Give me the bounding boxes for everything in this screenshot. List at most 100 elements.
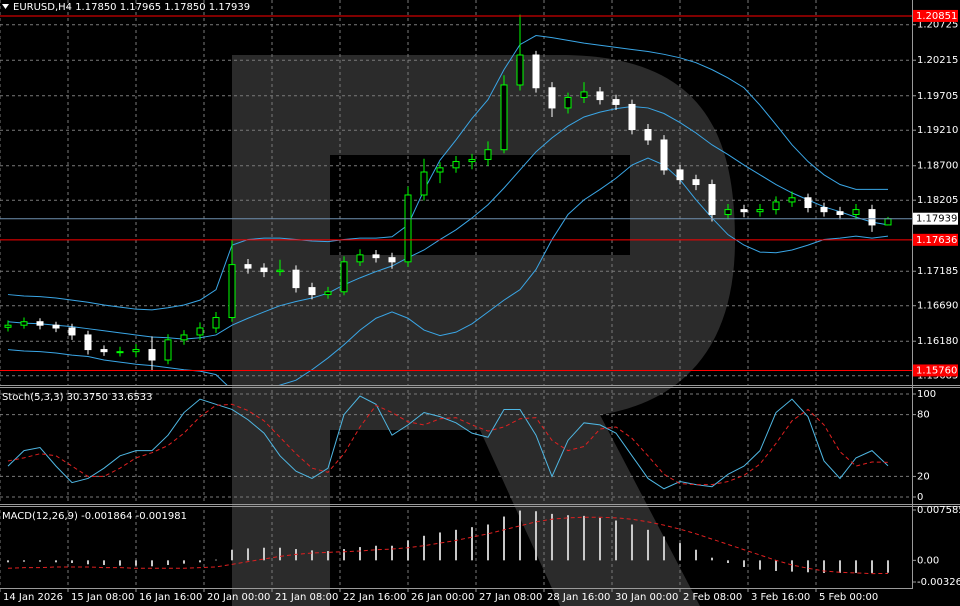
watermark-logo	[232, 55, 735, 606]
candle-body	[100, 349, 108, 353]
x-tick-label: 20 Jan 00:00	[207, 592, 270, 603]
x-tick-label: 28 Jan 16:00	[547, 592, 610, 603]
candle-body	[260, 267, 268, 273]
stochastic-panel	[0, 388, 912, 504]
x-tick-label: 5 Feb 00:00	[819, 592, 878, 603]
y-tick-label: 1.20725	[917, 20, 958, 31]
candle-body	[52, 324, 60, 329]
candle-body	[660, 139, 668, 171]
candle-body	[644, 129, 652, 141]
candle-body	[836, 211, 844, 215]
x-tick-label: 15 Jan 08:00	[71, 592, 134, 603]
indicator-line	[7, 516, 889, 575]
y-tick-label: 20	[917, 471, 930, 482]
indicator-line	[7, 157, 889, 385]
x-tick-label: 2 Feb 08:00	[683, 592, 742, 603]
candle-body	[548, 87, 556, 109]
candle-body	[36, 321, 44, 326]
y-tick-label: -0.003264	[917, 577, 960, 588]
candle-body	[324, 291, 332, 296]
candle-body	[564, 96, 572, 109]
candle-body	[868, 209, 876, 226]
candle-body	[452, 161, 460, 169]
level-price-label: 1.17636	[916, 235, 957, 246]
candle-body	[804, 197, 812, 209]
level-price-label: 1.15760	[916, 365, 957, 376]
candle-body	[404, 194, 412, 263]
candle-body	[772, 201, 780, 211]
candle-body	[308, 287, 316, 296]
candle-body	[708, 184, 716, 215]
symbol-menu-arrow[interactable]	[2, 4, 9, 9]
indicator-line	[7, 395, 889, 490]
macd-label: MACD(12,26,9) -0.001864 -0.001981	[2, 511, 187, 522]
x-tick-label: 14 Jan 2026	[3, 592, 63, 603]
candle-body	[356, 254, 364, 263]
x-tick-label: 16 Jan 16:00	[139, 592, 202, 603]
candle-body	[612, 99, 620, 105]
candle-body	[212, 317, 220, 329]
candle-body	[292, 269, 300, 289]
candle-body	[196, 327, 204, 336]
candle-body	[628, 103, 636, 131]
indicator-line	[7, 34, 888, 311]
level-price-box	[913, 233, 958, 246]
macd-panel	[0, 507, 889, 588]
candle-body	[532, 54, 540, 89]
candle-body	[116, 351, 124, 354]
candle-body	[372, 254, 380, 259]
price-panel	[0, 0, 912, 385]
x-tick-label: 3 Feb 16:00	[751, 592, 810, 603]
current-price-label: 1.17939	[916, 214, 957, 225]
candle-body	[420, 171, 428, 196]
y-tick-label: 1.18205	[917, 195, 958, 206]
y-tick-label: 0	[917, 492, 923, 503]
candle-body	[852, 209, 860, 215]
candle-body	[740, 209, 748, 213]
y-tick-label: 0.007585	[917, 505, 960, 516]
chart-header: EURUSD,H4 1.17850 1.17965 1.17850 1.1793…	[13, 2, 250, 13]
level-price-box	[913, 9, 958, 22]
candle-body	[692, 179, 700, 186]
indicator-line	[7, 106, 889, 340]
candle-body	[340, 261, 348, 293]
y-tick-label: 1.16180	[917, 336, 958, 347]
candle-body	[20, 321, 28, 326]
level-price-box	[913, 364, 958, 377]
candle-body	[516, 54, 524, 86]
y-tick-label: 1.19705	[917, 91, 958, 102]
level-price-label: 1.20851	[916, 11, 957, 22]
y-tick-label: 100	[917, 389, 936, 400]
y-tick-label: 80	[917, 410, 930, 421]
x-tick-label: 30 Jan 00:00	[615, 592, 678, 603]
candle-body	[388, 257, 396, 263]
x-tick-label: 26 Jan 00:00	[411, 592, 474, 603]
x-tick-label: 22 Jan 16:00	[343, 592, 406, 603]
candle-body	[180, 334, 188, 341]
y-tick-label: 1.18700	[917, 161, 958, 172]
candle-body	[756, 209, 764, 213]
candle-body	[4, 324, 12, 328]
candle-body	[884, 218, 892, 226]
y-tick-label: 1.20215	[917, 55, 958, 66]
y-tick-label: 0.00	[917, 555, 939, 566]
candle-body	[276, 269, 284, 273]
candle-body	[228, 264, 236, 319]
candle-body	[724, 209, 732, 215]
stochastic-label: Stoch(5,3,3) 30.3750 33.6533	[2, 392, 153, 403]
candle-body	[500, 84, 508, 151]
candle-body	[68, 327, 76, 336]
y-tick-label: 1.16690	[917, 301, 958, 312]
y-tick-label: 1.19210	[917, 125, 958, 136]
x-tick-label: 21 Jan 08:00	[275, 592, 338, 603]
candle-body	[244, 264, 252, 269]
indicator-line	[7, 403, 889, 486]
candle-body	[436, 167, 444, 173]
candle-body	[468, 158, 476, 163]
candle-body	[580, 91, 588, 98]
candle-body	[84, 334, 92, 351]
y-tick-label: 1.17185	[917, 266, 958, 277]
